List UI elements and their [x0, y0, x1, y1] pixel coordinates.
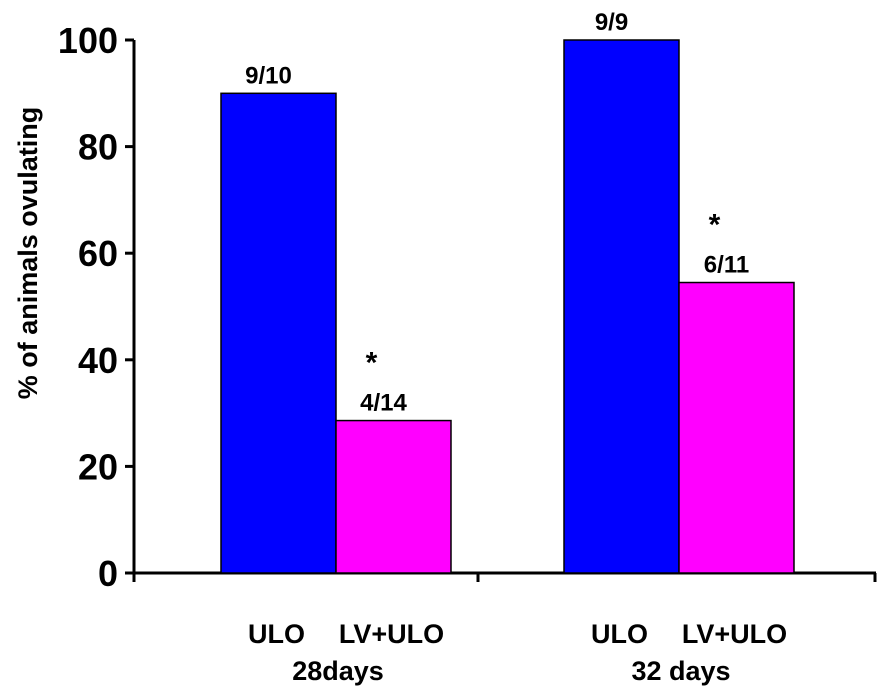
y-tick-label: 100 [58, 20, 118, 61]
group-label: 32 days [631, 656, 730, 686]
group-label: 28days [292, 656, 384, 686]
y-ticks: 0 20 40 60 80 100 [58, 20, 134, 594]
y-tick-label: 40 [78, 340, 118, 381]
bar-ulo [563, 39, 680, 574]
bar-ulo [220, 92, 337, 574]
data-label: 6/11 [704, 252, 749, 279]
labels: 9/10 ULO 4/14 * LV+ULO 28days 9/9 ULO 6/11 * LV+UL… [245, 9, 787, 686]
data-label: 9/9 [595, 9, 628, 36]
data-label: 9/10 [245, 62, 292, 89]
y-tick-label: 20 [78, 446, 118, 487]
y-axis-label: % of animals ovulating [13, 107, 43, 400]
category-label: LV+ULO [682, 619, 787, 649]
significance-star: * [366, 347, 378, 380]
significance-star: * [709, 209, 721, 242]
category-label: ULO [248, 619, 305, 649]
y-tick-label: 60 [78, 233, 118, 274]
category-label: LV+ULO [339, 619, 444, 649]
y-tick-label: 0 [98, 553, 118, 594]
bar-lv-ulo [335, 419, 452, 574]
bar-lv-ulo [678, 281, 795, 574]
category-label: ULO [591, 619, 648, 649]
y-tick-label: 80 [78, 127, 118, 168]
data-label: 4/14 [360, 390, 407, 417]
bars [220, 39, 795, 574]
